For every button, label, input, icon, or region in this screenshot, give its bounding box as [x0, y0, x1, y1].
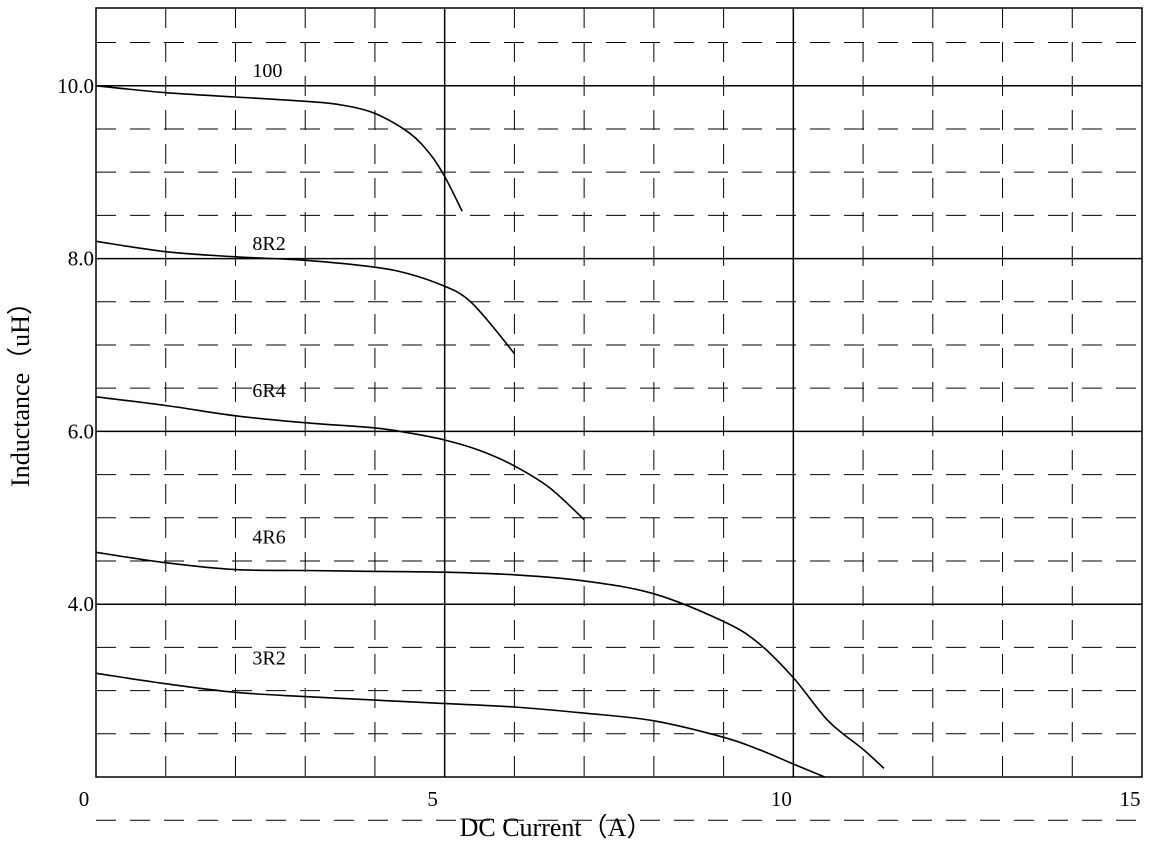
series-label-6R4: 6R4	[252, 380, 285, 402]
series-line-4R6	[95, 551, 885, 769]
series-label-4R6: 4R6	[252, 527, 285, 549]
grid	[96, 8, 1142, 821]
y-axis-title: Inductance（uH）	[6, 289, 35, 487]
x-tick-label: 0	[79, 787, 90, 811]
series-curves	[95, 85, 885, 778]
tick-labels: 0 5 10 15 4.0 6.0 8.0 10.0	[57, 74, 1140, 811]
series-line-6R4	[95, 396, 585, 521]
series-label-100: 100	[252, 60, 282, 82]
plot-frame	[95, 7, 1143, 778]
series-line-8R2	[95, 240, 516, 355]
series-label-8R2: 8R2	[252, 233, 285, 255]
x-tick-label: 10	[771, 787, 792, 811]
x-tick-label: 15	[1120, 787, 1141, 811]
y-tick-label: 10.0	[57, 74, 94, 98]
series-label-3R2: 3R2	[252, 648, 285, 670]
x-axis-title: DC Current（A）	[460, 813, 653, 842]
x-tick-label: 5	[427, 787, 438, 811]
series-line-3R2	[95, 672, 826, 778]
y-tick-label: 6.0	[68, 419, 94, 443]
y-tick-label: 4.0	[68, 592, 94, 616]
series-line-100	[95, 85, 463, 212]
y-tick-label: 8.0	[68, 247, 94, 271]
series-labels: 100 8R2 6R4 4R6 3R2	[252, 60, 285, 670]
